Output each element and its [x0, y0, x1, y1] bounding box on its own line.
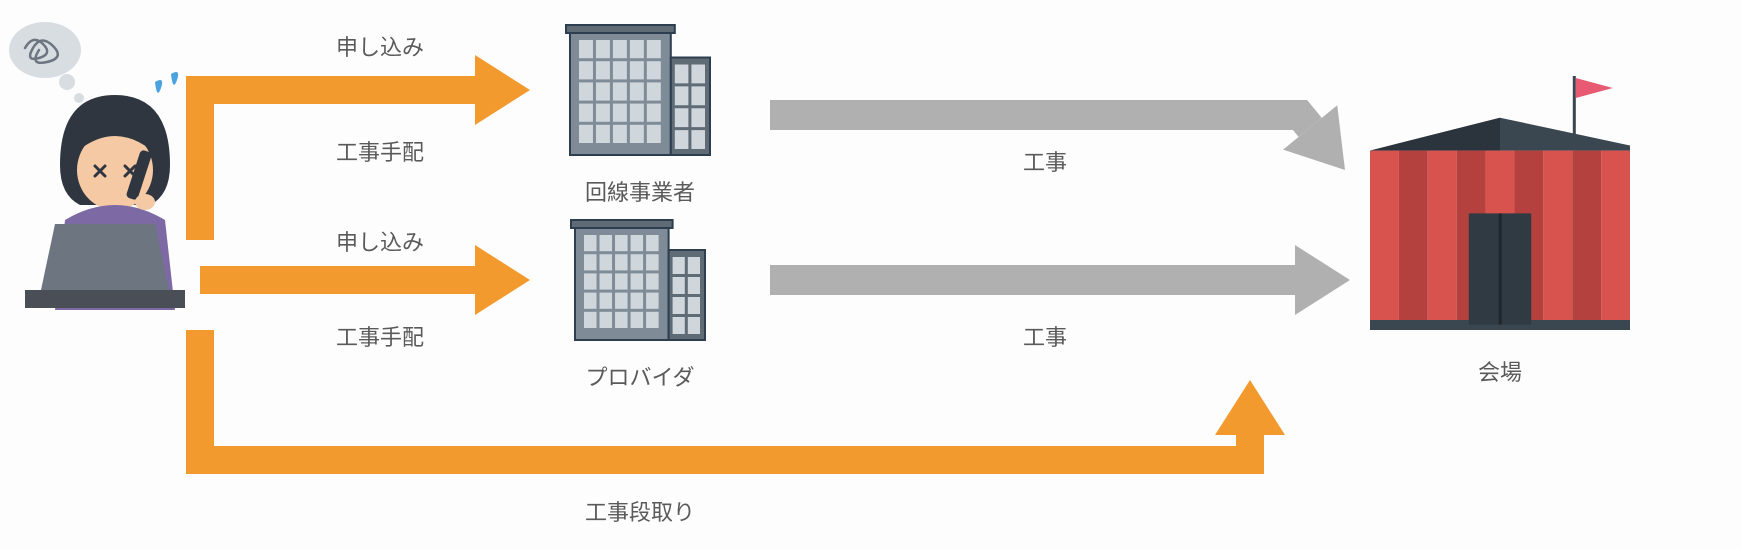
person-icon	[9, 22, 185, 310]
provider-building-icon-label: プロバイダ	[585, 360, 694, 392]
a-provider-venue-label-construction: 工事	[1023, 320, 1067, 352]
diagram-stage: 申し込み工事手配申し込み工事手配工事工事工事段取り回線事業者プロバイダ会場	[0, 0, 1741, 544]
a-apply-provider-label-apply: 申し込み	[336, 225, 424, 257]
venue-label: 会場	[1478, 355, 1522, 387]
a-carrier-venue-label-construction: 工事	[1023, 145, 1067, 177]
a-apply-carrier-label-arrange: 工事手配	[336, 135, 424, 167]
diagram-svg	[0, 0, 1741, 544]
venue-icon	[1370, 76, 1630, 330]
carrier-building-icon-label: 回線事業者	[585, 175, 695, 207]
a-provider-venue	[770, 245, 1350, 315]
provider-building-icon	[571, 220, 705, 340]
a-setup-venue-label-setup: 工事段取り	[585, 495, 695, 527]
carrier-building-icon	[566, 25, 710, 155]
a-apply-carrier-label-apply: 申し込み	[336, 30, 424, 62]
a-apply-provider-label-arrange: 工事手配	[336, 320, 424, 352]
